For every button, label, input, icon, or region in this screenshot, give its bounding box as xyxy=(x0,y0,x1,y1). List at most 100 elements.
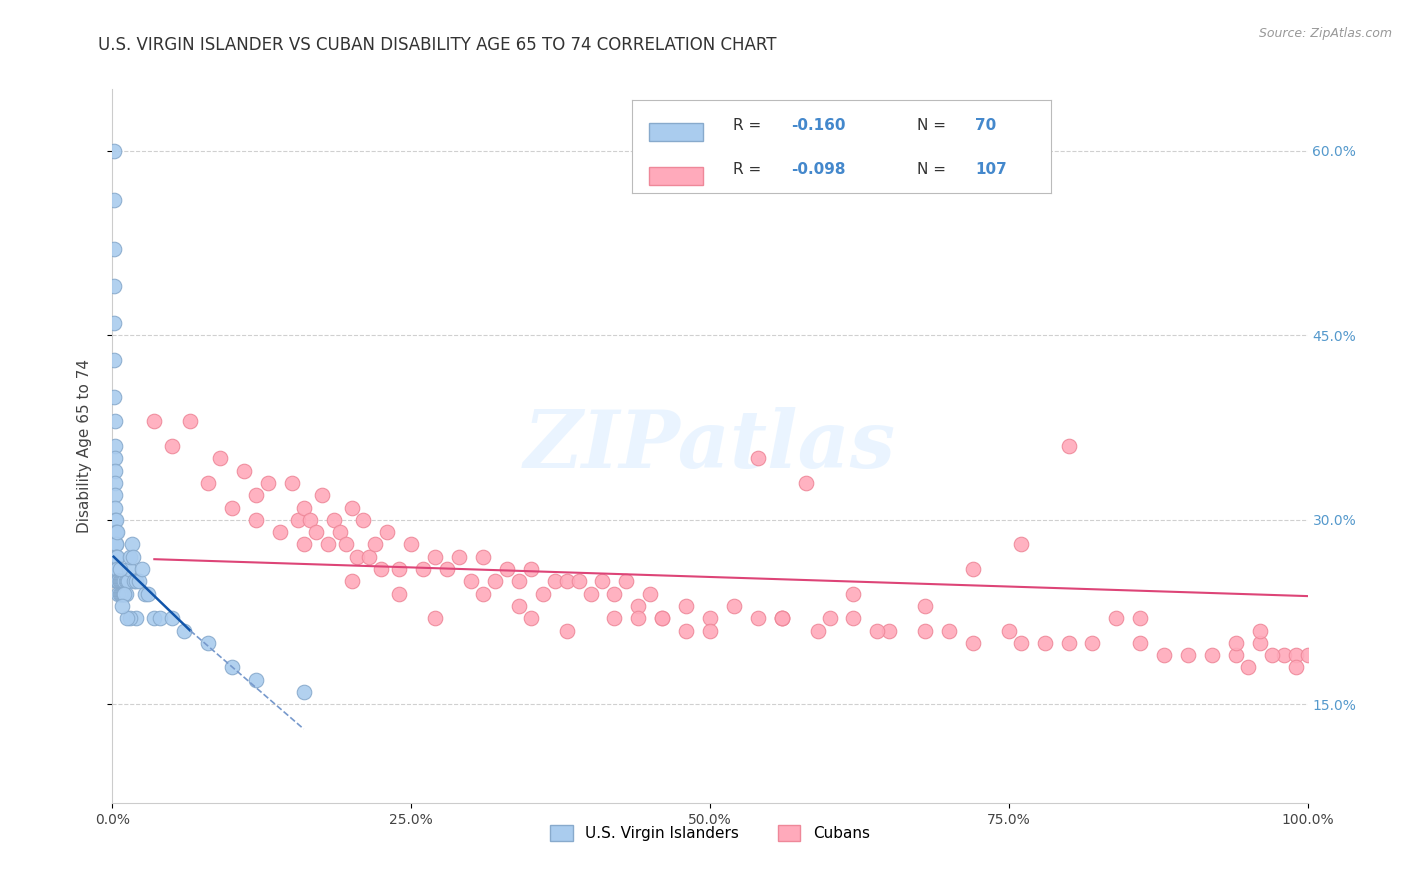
Point xyxy=(103,242,125,256)
Point xyxy=(520,611,543,625)
Point xyxy=(359,549,381,564)
Point xyxy=(377,525,399,540)
Point xyxy=(520,562,543,576)
Point xyxy=(675,599,697,613)
Point xyxy=(103,390,125,404)
Point xyxy=(125,574,148,589)
Point xyxy=(110,574,132,589)
Point xyxy=(112,574,135,589)
Point xyxy=(104,464,127,478)
Point xyxy=(105,537,128,551)
Point xyxy=(364,537,387,551)
Point xyxy=(699,624,721,638)
Point xyxy=(134,587,156,601)
Point xyxy=(292,685,315,699)
Point xyxy=(107,574,129,589)
Point xyxy=(107,587,129,601)
Point xyxy=(770,611,793,625)
Point xyxy=(340,574,363,589)
Point xyxy=(699,611,721,625)
Point xyxy=(1237,660,1260,674)
Point xyxy=(592,574,614,589)
Point xyxy=(460,574,482,589)
Legend: U.S. Virgin Islanders, Cubans: U.S. Virgin Islanders, Cubans xyxy=(543,817,877,848)
Point xyxy=(1249,624,1271,638)
Point xyxy=(1105,611,1128,625)
Point xyxy=(1285,660,1308,674)
Point xyxy=(938,624,960,638)
Point xyxy=(543,574,565,589)
Point xyxy=(1057,439,1080,453)
Point xyxy=(104,439,127,453)
Point xyxy=(370,562,392,576)
Point xyxy=(508,599,530,613)
Point xyxy=(104,475,127,490)
Point xyxy=(425,611,447,625)
Point xyxy=(197,636,219,650)
Point xyxy=(807,624,830,638)
Point xyxy=(1081,636,1104,650)
Point xyxy=(879,624,901,638)
Point xyxy=(105,549,128,564)
Point xyxy=(104,500,127,515)
Point xyxy=(425,549,447,564)
Point xyxy=(1249,636,1271,650)
Point xyxy=(472,549,495,564)
Point xyxy=(579,587,602,601)
Point xyxy=(108,562,131,576)
Point xyxy=(112,587,135,601)
Point xyxy=(245,673,267,687)
Point xyxy=(496,562,519,576)
Point xyxy=(340,500,363,515)
Point xyxy=(143,414,166,428)
Point xyxy=(1177,648,1199,662)
Point xyxy=(329,525,352,540)
Point xyxy=(311,488,333,502)
Point xyxy=(794,475,817,490)
Point xyxy=(108,587,131,601)
Point xyxy=(115,611,138,625)
Point xyxy=(447,549,470,564)
Point xyxy=(122,574,145,589)
Point xyxy=(103,316,125,330)
Point xyxy=(105,574,128,589)
Text: U.S. VIRGIN ISLANDER VS CUBAN DISABILITY AGE 65 TO 74 CORRELATION CHART: U.S. VIRGIN ISLANDER VS CUBAN DISABILITY… xyxy=(98,36,778,54)
Point xyxy=(115,574,138,589)
Point xyxy=(651,611,673,625)
Point xyxy=(555,574,578,589)
Point xyxy=(257,475,280,490)
Point xyxy=(245,488,267,502)
Point xyxy=(121,537,143,551)
Point xyxy=(1129,636,1152,650)
Point xyxy=(335,537,357,551)
Y-axis label: Disability Age 65 to 74: Disability Age 65 to 74 xyxy=(77,359,91,533)
Point xyxy=(842,611,865,625)
Point xyxy=(412,562,434,576)
Point xyxy=(111,599,134,613)
Point xyxy=(1285,648,1308,662)
Point xyxy=(842,587,865,601)
Point xyxy=(388,587,411,601)
Point xyxy=(651,611,673,625)
Point xyxy=(1225,648,1247,662)
Point xyxy=(603,611,626,625)
Point xyxy=(298,513,321,527)
Point xyxy=(1033,636,1056,650)
Point xyxy=(121,549,143,564)
Point xyxy=(103,352,125,367)
Point xyxy=(108,574,131,589)
Point xyxy=(484,574,506,589)
Point xyxy=(1010,636,1032,650)
Point xyxy=(120,611,142,625)
Point xyxy=(114,587,135,601)
Point xyxy=(616,574,638,589)
Point xyxy=(162,439,183,453)
Point xyxy=(818,611,841,625)
Point xyxy=(1201,648,1223,662)
Point xyxy=(149,611,172,625)
Point xyxy=(675,624,697,638)
Point xyxy=(269,525,291,540)
Point xyxy=(962,636,984,650)
Point xyxy=(1057,636,1080,650)
Point xyxy=(322,513,344,527)
